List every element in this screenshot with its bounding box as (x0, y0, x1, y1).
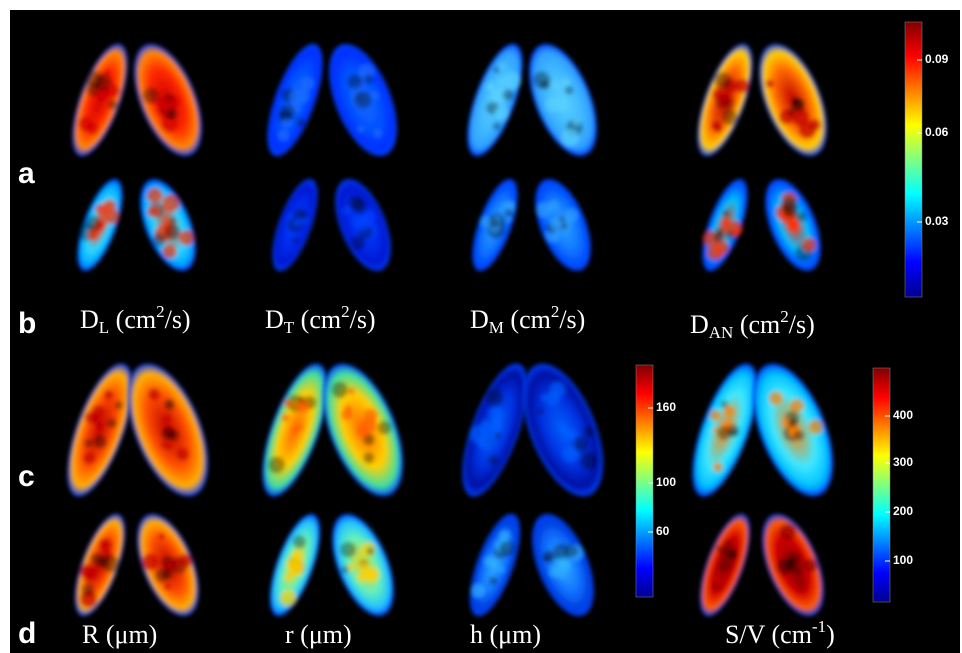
label-part: T (284, 318, 295, 337)
colorbar (636, 365, 653, 597)
colorbar-tick-label: 0.03 (925, 214, 949, 228)
label-part: r (μm) (285, 620, 352, 649)
row-letter: a (18, 157, 35, 190)
colorbar-tick-label: 300 (893, 455, 913, 469)
colorbar-tick-label: 60 (656, 524, 670, 538)
colorbar-tick-label: 160 (656, 400, 676, 414)
colorbar-tick-label: 400 (893, 408, 913, 422)
row-letter: c (18, 460, 35, 493)
label-part: S/V (cm (725, 620, 812, 649)
colorbar-tick-label: 100 (656, 475, 676, 489)
label-part: (cm (733, 310, 780, 339)
panel-label: R (μm) (82, 620, 157, 649)
colorbar-tick-label: 200 (893, 504, 913, 518)
label-part: /s) (350, 305, 376, 334)
label-part: /s) (165, 305, 191, 334)
label-part: L (99, 318, 109, 337)
label-part: (cm (294, 305, 341, 334)
figure: abcdDL (cm2/s)DT (cm2/s)DM (cm2/s)DAN (c… (0, 0, 962, 653)
panel-label: DT (cm2/s) (265, 302, 376, 337)
colorbar-tick-label: 0.09 (925, 52, 949, 66)
colorbar (873, 368, 890, 602)
label-part: 2 (156, 302, 165, 321)
panel-label: DAN (cm2/s) (690, 307, 815, 342)
label-part: D (470, 305, 489, 334)
label-part: (cm (504, 305, 551, 334)
row-letter: d (18, 617, 36, 650)
colorbar (905, 22, 922, 297)
label-part: D (265, 305, 284, 334)
label-part: -1 (812, 617, 826, 636)
label-part: 2 (551, 302, 560, 321)
label-part: h (μm) (470, 620, 541, 649)
row-letter: b (18, 307, 36, 340)
label-part: 2 (341, 302, 350, 321)
label-part: D (690, 310, 709, 339)
label-part: D (80, 305, 99, 334)
panel-label: DM (cm2/s) (470, 302, 585, 337)
label-part: 2 (780, 307, 789, 326)
label-part: AN (709, 323, 734, 342)
panel-label: r (μm) (285, 620, 352, 649)
colorbar-tick-label: 100 (893, 553, 913, 567)
panel-label: h (μm) (470, 620, 541, 649)
label-part: (cm (109, 305, 156, 334)
label-part: R (μm) (82, 620, 157, 649)
label-part: M (489, 318, 504, 337)
label-part: /s) (789, 310, 815, 339)
colorbar-tick-label: 0.06 (925, 125, 949, 139)
label-part: ) (826, 620, 835, 649)
label-part: /s) (559, 305, 585, 334)
panel-label: DL (cm2/s) (80, 302, 191, 337)
